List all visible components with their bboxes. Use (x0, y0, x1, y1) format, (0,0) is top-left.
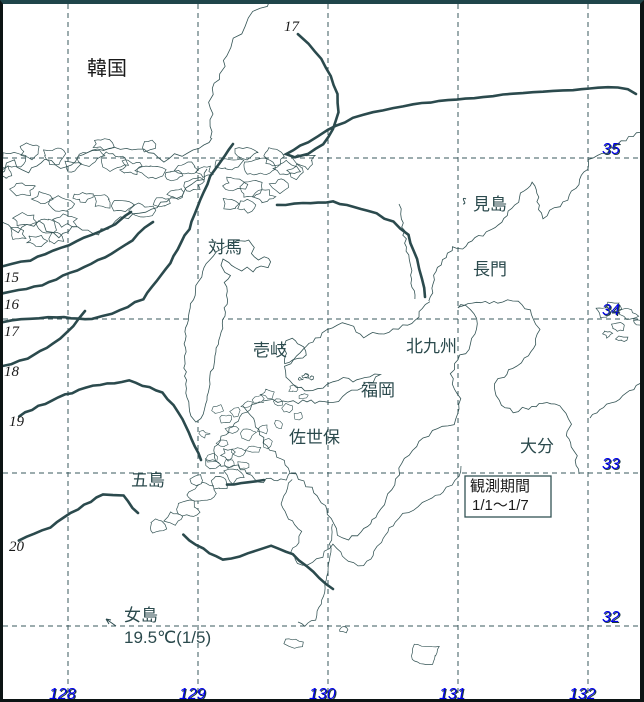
svg-text:16: 16 (4, 297, 20, 313)
svg-text:33: 33 (602, 456, 620, 473)
svg-text:観測期間: 観測期間 (470, 478, 530, 495)
svg-text:15: 15 (4, 270, 20, 286)
svg-text:見島: 見島 (473, 195, 507, 214)
svg-text:35: 35 (602, 141, 620, 158)
svg-text:17: 17 (284, 19, 301, 35)
svg-text:北九州: 北九州 (406, 337, 457, 356)
svg-text:佐世保: 佐世保 (289, 428, 340, 447)
svg-text:壱岐: 壱岐 (253, 341, 287, 360)
svg-text:1/1〜1/7: 1/1〜1/7 (472, 497, 529, 514)
svg-text:五島: 五島 (131, 471, 165, 490)
svg-text:対馬: 対馬 (208, 238, 242, 257)
svg-text:長門: 長門 (473, 260, 507, 279)
svg-text:131: 131 (439, 686, 466, 702)
svg-text:福岡: 福岡 (361, 381, 395, 400)
svg-text:32: 32 (602, 609, 620, 626)
svg-text:17: 17 (4, 324, 21, 340)
svg-text:韓国: 韓国 (87, 57, 127, 80)
svg-text:130: 130 (309, 686, 336, 702)
svg-text:女島: 女島 (124, 606, 158, 625)
svg-text:34: 34 (602, 302, 620, 319)
svg-text:129: 129 (179, 686, 206, 702)
svg-text:大分: 大分 (520, 437, 554, 456)
svg-text:128: 128 (49, 686, 76, 702)
svg-text:18: 18 (4, 364, 20, 380)
svg-text:20: 20 (9, 539, 25, 555)
svg-text:19.5℃(1/5): 19.5℃(1/5) (124, 628, 211, 647)
svg-text:19: 19 (9, 414, 25, 430)
svg-text:132: 132 (569, 686, 596, 702)
